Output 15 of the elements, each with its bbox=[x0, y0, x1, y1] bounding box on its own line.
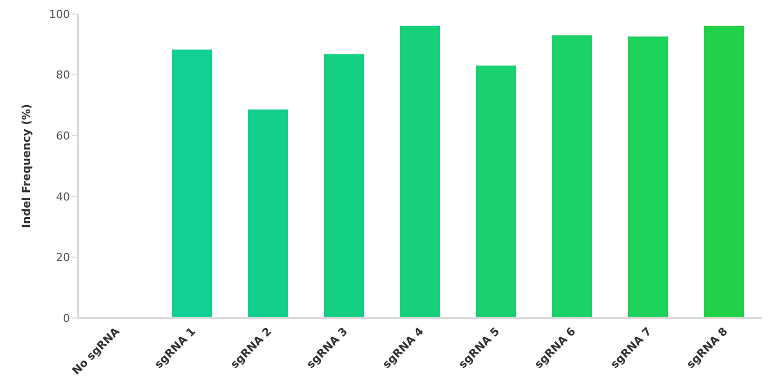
y-axis-title: Indel Frequency (%) bbox=[20, 104, 33, 228]
y-tick-label: 40 bbox=[56, 190, 70, 204]
y-tick-label: 60 bbox=[56, 130, 70, 143]
bar bbox=[552, 35, 592, 318]
y-tick-label: 100 bbox=[49, 8, 70, 21]
bar bbox=[248, 109, 288, 318]
bar bbox=[324, 54, 364, 318]
bar bbox=[172, 50, 212, 318]
y-tick-label: 80 bbox=[56, 68, 70, 82]
bar bbox=[704, 26, 744, 318]
y-tick-label: 0 bbox=[63, 312, 70, 325]
y-tick-label: 20 bbox=[56, 251, 70, 264]
bar bbox=[400, 26, 440, 318]
bar bbox=[628, 36, 668, 318]
bar bbox=[476, 66, 516, 318]
